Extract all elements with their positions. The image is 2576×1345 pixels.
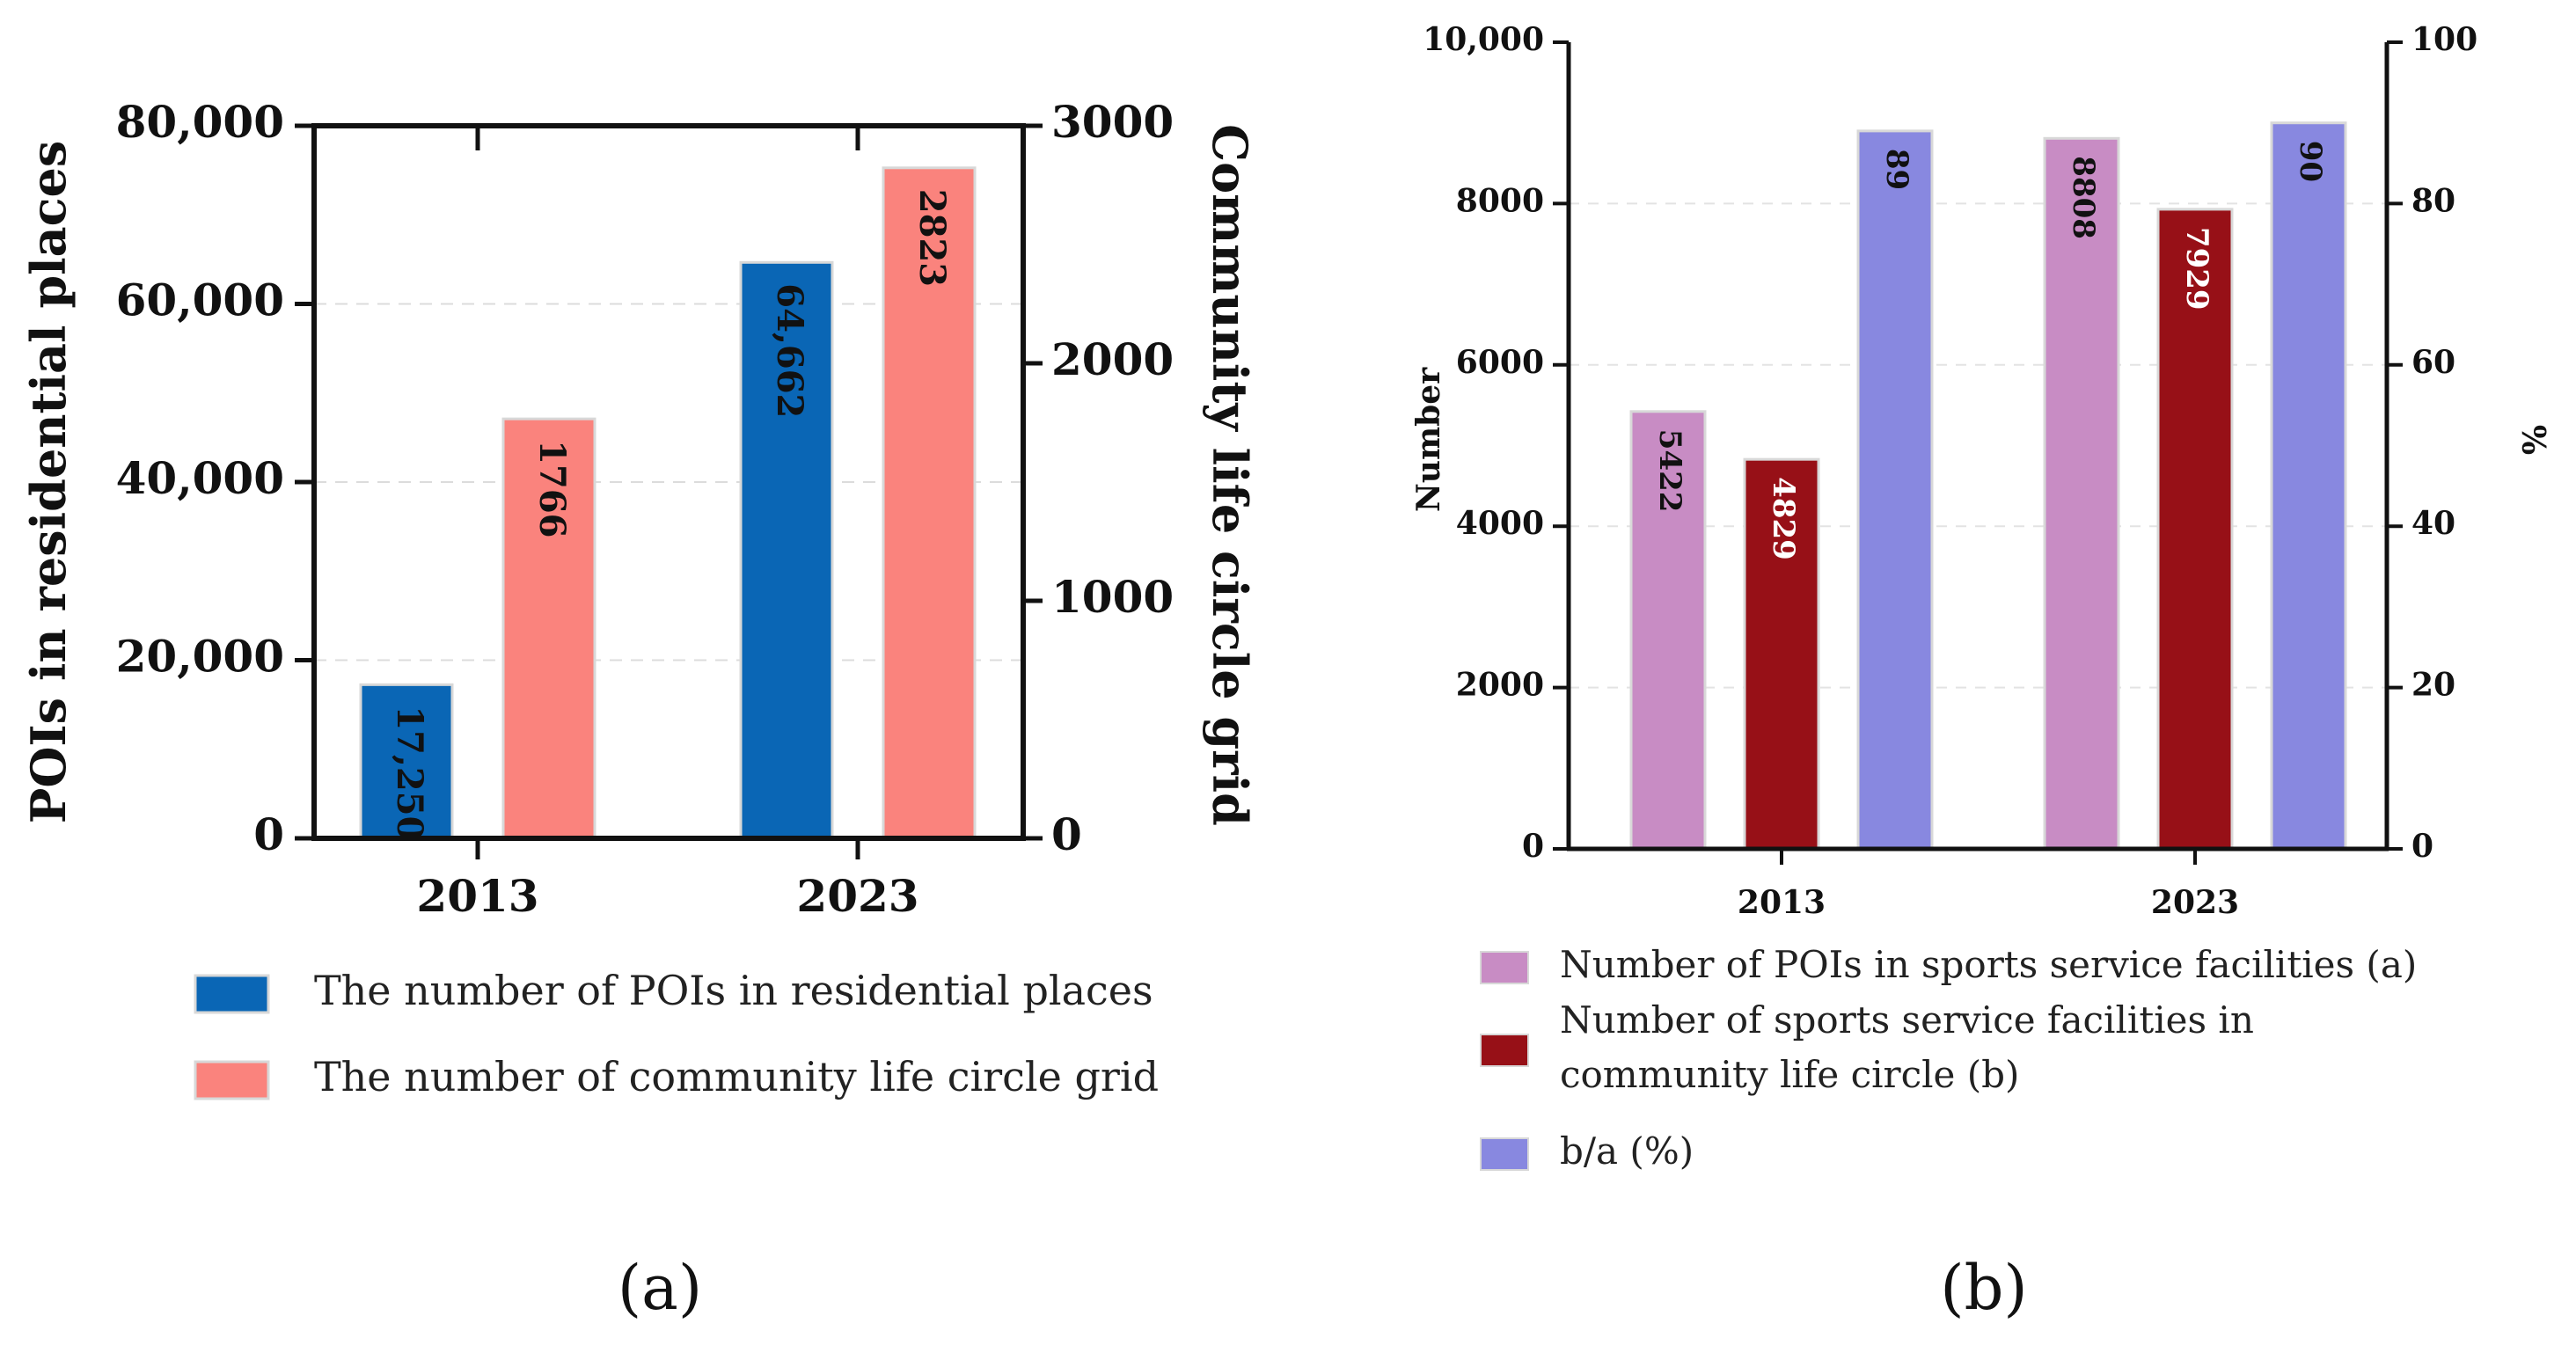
ytick-right-a-0: 0 (1051, 808, 1082, 860)
bar-b-0-2023 (2043, 136, 2120, 851)
ytick-right-b-5: 100 (2411, 21, 2477, 58)
data-label-b-0-0: 5422 (1652, 429, 1687, 513)
legend-swatch-b-0 (1480, 951, 1529, 984)
ytick-left-a-1: 20,000 (116, 631, 284, 683)
data-label-b-2-1: 90 (2293, 141, 2328, 182)
data-label-b-0-1: 8808 (2066, 156, 2101, 239)
ytick-left-a-0: 0 (253, 808, 284, 860)
ytick-left-b-1: 2000 (1456, 667, 1544, 704)
ytick-right-a-2: 2000 (1051, 333, 1174, 385)
legend-swatch-a-0 (194, 974, 270, 1014)
data-label-b-1-1: 7929 (2179, 227, 2214, 311)
ytick-right-b-2: 40 (2411, 505, 2455, 542)
legend-label-b-0-0: Number of POIs in sports service facilit… (1560, 943, 2417, 986)
ytick-right-b-1: 20 (2411, 667, 2455, 704)
legend-swatch-b-1 (1480, 1034, 1529, 1067)
ytick-left-b-2: 4000 (1456, 505, 1544, 542)
ylabel-left-b: Number (1410, 367, 1447, 512)
ylabel-right-b: % (2517, 425, 2554, 455)
ytick-left-a-2: 40,000 (116, 452, 284, 504)
xtick-label-b-2013: 2013 (1738, 884, 1826, 921)
bar-a-the-number-of-community-life-c-2013 (501, 417, 596, 840)
ytick-left-b-5: 10,000 (1423, 21, 1544, 58)
ytick-left-b-3: 6000 (1456, 344, 1544, 381)
bar-b-2-2013 (1856, 129, 1934, 851)
ylabel-right-a: Community life circle grid (1202, 124, 1258, 826)
data-label-a-1-1: 2823 (911, 189, 953, 287)
panel-a: 17,250 64,662 1766 2823 0 20,000 40,000 60,000 8… (20, 96, 1258, 1324)
legend-label-b-1-1: community life circle (b) (1560, 1053, 2019, 1096)
bar-b-1-2023 (2156, 208, 2234, 851)
data-label-a-0-0: 17,250 (389, 705, 430, 840)
ytick-right-b-4: 80 (2411, 182, 2455, 219)
bar-b-0-2013 (1629, 410, 1707, 851)
bar-a-the-number-of-community-life-c-2023 (882, 166, 977, 840)
data-label-b-2-0: 89 (1879, 149, 1914, 190)
data-label-a-1-0: 1766 (531, 440, 573, 537)
ytick-left-b-0: 0 (1522, 828, 1544, 865)
legend-label-b-1-0: Number of sports service facilities in (1560, 998, 2254, 1042)
legend-label-b-2-0: b/a (%) (1560, 1129, 1694, 1173)
legend-label-a-1: The number of community life circle grid (314, 1053, 1159, 1100)
ytick-right-a-3: 3000 (1051, 96, 1174, 148)
xtick-label-a-2013: 2013 (416, 870, 538, 922)
panel-label-a: (a) (618, 1252, 702, 1324)
legend-swatch-a-1 (194, 1060, 270, 1100)
ytick-right-a-1: 1000 (1051, 571, 1174, 623)
panel-b: 5422 8808 4829 7929 89 90 0 2000 4000 6000 8000 10,… (1410, 21, 2554, 1324)
panel-label-b: (b) (1940, 1252, 2027, 1324)
ytick-left-b-4: 8000 (1456, 182, 1544, 219)
data-label-b-1-0: 4829 (1766, 477, 1801, 560)
ylabel-left-a: POIs in residential places (20, 141, 77, 823)
ytick-right-b-3: 60 (2411, 344, 2455, 381)
bar-a-the-number-of-pois-in-resident-2013 (359, 683, 454, 840)
ytick-right-b-0: 0 (2411, 828, 2433, 865)
bar-b-2-2023 (2270, 121, 2347, 851)
ytick-left-a-3: 60,000 (116, 274, 284, 326)
data-label-a-0-1: 64,662 (769, 283, 810, 418)
bar-a-the-number-of-pois-in-resident-2023 (739, 260, 834, 840)
xtick-label-b-2023: 2023 (2151, 884, 2239, 921)
legend-swatch-b-2 (1480, 1137, 1529, 1171)
xtick-label-a-2023: 2023 (796, 870, 918, 922)
legend-label-a-0: The number of POIs in residential places (314, 967, 1153, 1014)
ytick-left-a-4: 80,000 (116, 96, 284, 148)
